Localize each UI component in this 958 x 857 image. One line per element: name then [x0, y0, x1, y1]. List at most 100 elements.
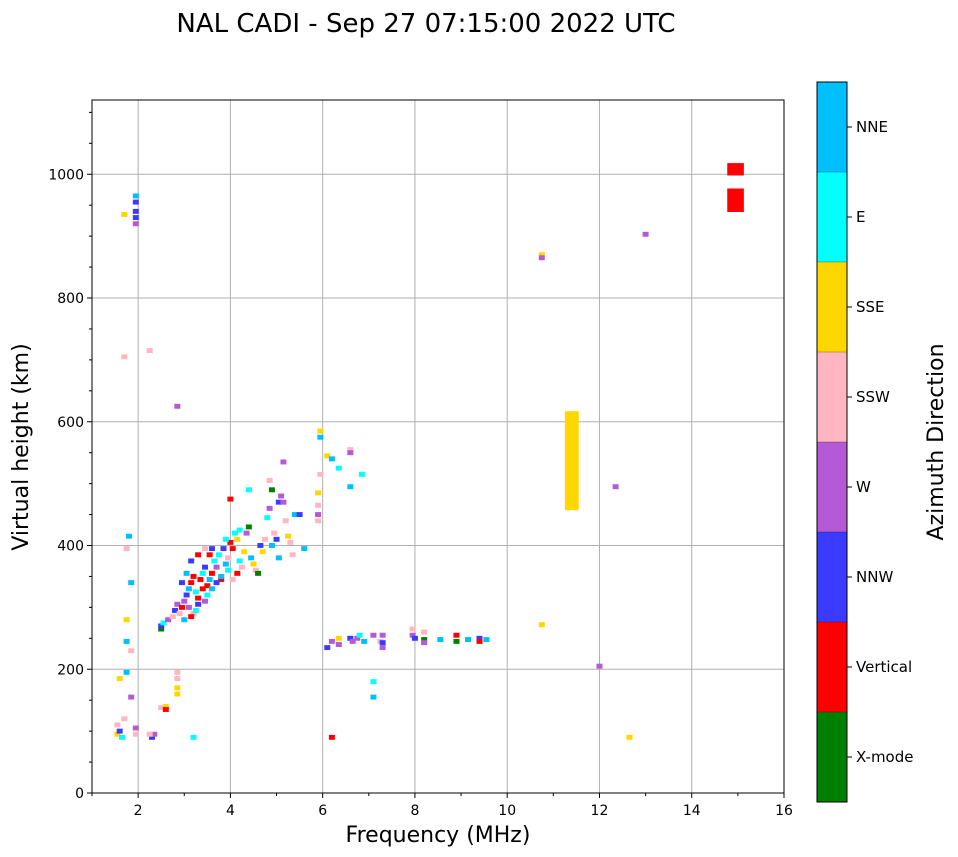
colorbar-tick-label: NNW [856, 568, 893, 586]
echo-point [199, 570, 206, 576]
echo-point [347, 447, 354, 453]
echo-point [208, 546, 215, 552]
echo-point [317, 428, 324, 434]
echo-point [409, 632, 416, 638]
data-marks [114, 163, 744, 740]
echo-point [190, 611, 197, 617]
echo-point [464, 637, 471, 643]
echo-point [208, 586, 215, 592]
echo-point [379, 645, 386, 651]
echo-point [174, 403, 181, 409]
echo-point [282, 518, 289, 524]
echo-point [222, 561, 229, 567]
echo-point [315, 502, 322, 508]
axis-ticks: 2 4 6 8 10 12 14 16 0 200 400 600 800 1000 [48, 111, 793, 819]
echo-point [123, 546, 130, 552]
echo-point [347, 450, 354, 456]
echo-point [174, 691, 181, 697]
echo-point [370, 694, 377, 700]
echo-point [202, 546, 209, 552]
echo-point [596, 663, 603, 669]
echo-point [234, 570, 241, 576]
echo-point [185, 586, 192, 592]
echo-point [370, 679, 377, 685]
echo-point [229, 577, 236, 583]
colorbar-tick-label: SSE [856, 298, 885, 316]
echo-point [132, 725, 139, 731]
echo-point [148, 734, 155, 740]
echo-point [146, 731, 153, 737]
echo-point [192, 589, 199, 595]
x-tick-label: 4 [226, 803, 235, 819]
echo-point [215, 552, 222, 558]
colorbar-tick-label: Vertical [856, 658, 912, 676]
echo-point [483, 637, 490, 643]
echo-point [370, 632, 377, 638]
echo-point [172, 607, 179, 613]
echo-point [612, 484, 619, 490]
echo-point [626, 734, 633, 740]
echo-point [220, 546, 227, 552]
echo-point [195, 601, 202, 607]
colorbar-segment [817, 352, 847, 442]
colorbar-segment [817, 712, 847, 802]
echo-point [213, 580, 220, 586]
echo-point [257, 543, 264, 548]
echo-point [421, 637, 428, 643]
echo-point [125, 533, 132, 539]
echo-point [264, 515, 271, 521]
echo-point [199, 586, 206, 592]
echo-point [132, 215, 139, 221]
echo-point [379, 632, 386, 638]
echo-point [248, 555, 255, 561]
x-tick-label: 16 [775, 803, 793, 819]
y-tick-label: 400 [57, 539, 84, 555]
echo-point [349, 638, 356, 644]
echo-point [213, 564, 220, 570]
colorbar-segment [817, 82, 847, 172]
echo-point [301, 546, 308, 552]
echo-point [204, 583, 211, 589]
echo-point [252, 567, 259, 573]
echo-point [176, 611, 183, 617]
echo-point [347, 635, 354, 641]
echo-point [229, 546, 236, 552]
echo-point [268, 543, 275, 548]
x-tick-label: 12 [591, 803, 609, 819]
echo-point [538, 255, 545, 261]
echo-point [328, 638, 335, 644]
plot-frame [91, 99, 785, 794]
echo-point [271, 530, 278, 536]
echo-point [262, 536, 268, 542]
echo-point [241, 549, 248, 555]
y-tick-label: 600 [57, 415, 84, 431]
echo-point [218, 577, 225, 583]
echo-point [275, 555, 282, 561]
echo-point [178, 604, 185, 610]
echo-point [476, 638, 483, 644]
echo-point [259, 549, 266, 555]
echo-point [158, 626, 165, 632]
echo-point [317, 471, 324, 477]
echo-point [335, 465, 342, 471]
echo-point [202, 598, 209, 604]
echo-point [236, 527, 243, 533]
echo-point [178, 580, 185, 586]
echo-point [114, 722, 121, 728]
echo-point [197, 577, 204, 583]
x-tick-label: 10 [498, 803, 516, 819]
echo-point [190, 734, 197, 740]
echo-point [208, 570, 215, 576]
echo-point [236, 558, 243, 564]
colorbar-tick-label: SSW [856, 388, 890, 406]
echo-point [190, 573, 197, 579]
colorbar: X-mode Vertical NNW W SSW SSE E NNE [816, 81, 913, 803]
grid-lines [92, 100, 784, 793]
echo-point [174, 669, 181, 675]
echo-point [132, 199, 139, 205]
echo-point [188, 580, 195, 586]
echo-point [174, 676, 181, 682]
colorbar-segment [817, 532, 847, 622]
colorbar-tick-label: W [856, 478, 871, 496]
